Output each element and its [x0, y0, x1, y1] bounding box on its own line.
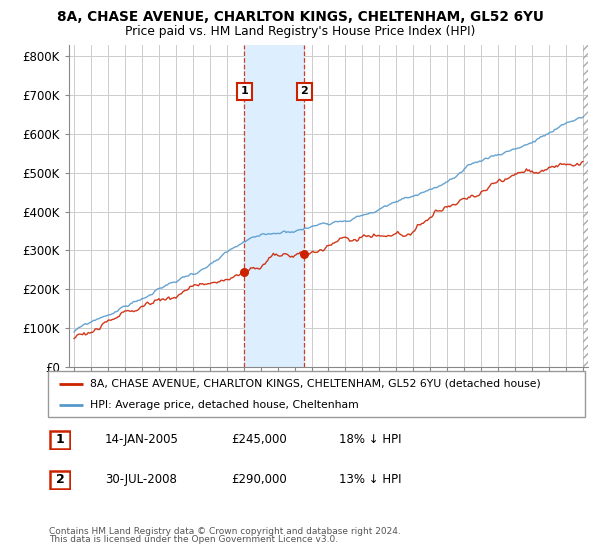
Text: 1: 1 — [56, 433, 64, 446]
Text: 8A, CHASE AVENUE, CHARLTON KINGS, CHELTENHAM, GL52 6YU: 8A, CHASE AVENUE, CHARLTON KINGS, CHELTE… — [56, 10, 544, 24]
Text: 14-JAN-2005: 14-JAN-2005 — [105, 432, 179, 446]
Bar — [244, 45, 304, 367]
FancyBboxPatch shape — [50, 471, 70, 489]
Text: Price paid vs. HM Land Registry's House Price Index (HPI): Price paid vs. HM Land Registry's House … — [125, 25, 475, 38]
Text: £245,000: £245,000 — [231, 432, 287, 446]
Text: Contains HM Land Registry data © Crown copyright and database right 2024.: Contains HM Land Registry data © Crown c… — [49, 528, 401, 536]
Text: 18% ↓ HPI: 18% ↓ HPI — [339, 432, 401, 446]
Bar — [583, 45, 592, 367]
Text: 1: 1 — [241, 86, 248, 96]
Text: This data is licensed under the Open Government Licence v3.0.: This data is licensed under the Open Gov… — [49, 535, 338, 544]
Text: 2: 2 — [56, 473, 64, 487]
FancyBboxPatch shape — [50, 431, 70, 449]
Text: HPI: Average price, detached house, Cheltenham: HPI: Average price, detached house, Chel… — [90, 400, 359, 410]
Text: £290,000: £290,000 — [231, 473, 287, 486]
Text: 2: 2 — [301, 86, 308, 96]
FancyBboxPatch shape — [48, 371, 585, 417]
Text: 30-JUL-2008: 30-JUL-2008 — [105, 473, 177, 486]
Text: 13% ↓ HPI: 13% ↓ HPI — [339, 473, 401, 486]
Text: 8A, CHASE AVENUE, CHARLTON KINGS, CHELTENHAM, GL52 6YU (detached house): 8A, CHASE AVENUE, CHARLTON KINGS, CHELTE… — [90, 379, 541, 389]
